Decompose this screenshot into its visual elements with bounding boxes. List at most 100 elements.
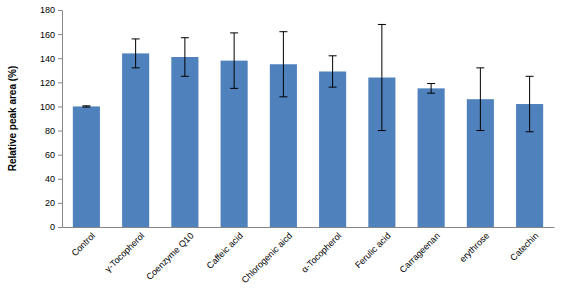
chart: 0 20 40 60 80 100 120 140 160 180 Controlγ-Tocophe… bbox=[0, 0, 568, 304]
x-tick-label: Caffeic acid bbox=[205, 231, 245, 271]
x-tick-label: γ-Tocopherol bbox=[103, 231, 147, 275]
x-tick: Control bbox=[70, 227, 98, 258]
error-cap bbox=[526, 76, 534, 77]
y-tick: 20 bbox=[45, 198, 62, 208]
error-bar bbox=[230, 33, 238, 88]
error-stem bbox=[529, 76, 530, 131]
x-tick-label: Coenzyme Q10 bbox=[144, 231, 195, 282]
error-cap bbox=[378, 24, 386, 25]
error-bar bbox=[476, 68, 484, 131]
y-tick-label: 20 bbox=[45, 198, 55, 208]
x-axis: Controlγ-TocopherolCoenzyme Q10Caffeic a… bbox=[63, 227, 555, 285]
y-tick-mark bbox=[58, 227, 62, 228]
error-stem bbox=[332, 56, 333, 87]
error-bar bbox=[427, 84, 435, 94]
error-cap bbox=[181, 37, 189, 38]
y-tick: 180 bbox=[40, 5, 62, 15]
bar bbox=[319, 71, 346, 227]
y-tick-mark bbox=[58, 10, 62, 11]
x-tick: Coenzyme Q10 bbox=[144, 227, 195, 282]
error-stem bbox=[431, 84, 432, 94]
error-bar bbox=[132, 39, 140, 68]
error-cap bbox=[476, 130, 484, 131]
bar bbox=[73, 106, 100, 227]
x-tick-label: Chlorogenic aicd bbox=[240, 231, 294, 285]
y-tick-mark bbox=[58, 131, 62, 132]
bar bbox=[122, 53, 149, 227]
error-cap bbox=[279, 96, 287, 97]
error-stem bbox=[135, 39, 136, 68]
error-cap bbox=[82, 105, 90, 106]
x-axis-line bbox=[63, 227, 555, 228]
y-tick-label: 0 bbox=[50, 222, 55, 232]
y-tick-label: 40 bbox=[45, 174, 55, 184]
y-tick: 80 bbox=[45, 126, 62, 136]
error-bar bbox=[279, 32, 287, 97]
x-tick-label: Control bbox=[70, 231, 98, 259]
error-bar bbox=[82, 106, 90, 107]
error-cap bbox=[230, 88, 238, 89]
error-bar bbox=[181, 38, 189, 77]
x-tick: erythrose bbox=[457, 227, 491, 264]
error-bar bbox=[329, 56, 337, 87]
y-tick-label: 80 bbox=[45, 126, 55, 136]
x-tick: α-Tocopherol bbox=[299, 227, 343, 275]
bar bbox=[171, 57, 198, 227]
error-cap bbox=[279, 31, 287, 32]
x-tick-label: Ferulic acid bbox=[353, 231, 393, 271]
x-tick: Ferulic acid bbox=[353, 227, 393, 270]
y-tick-mark bbox=[58, 34, 62, 35]
x-tick: Chlorogenic aicd bbox=[240, 227, 294, 285]
y-tick-mark bbox=[58, 203, 62, 204]
error-cap bbox=[378, 130, 386, 131]
error-stem bbox=[381, 24, 382, 130]
y-tick: 60 bbox=[45, 150, 62, 160]
y-axis-line bbox=[58, 11, 63, 228]
y-tick: 40 bbox=[45, 174, 62, 184]
y-tick: 140 bbox=[40, 54, 62, 64]
error-cap bbox=[132, 38, 140, 39]
x-tick: Catechin bbox=[508, 227, 540, 263]
y-tick-mark bbox=[58, 82, 62, 83]
error-bar bbox=[526, 76, 534, 131]
error-cap bbox=[329, 87, 337, 88]
y-tick-label: 120 bbox=[40, 78, 55, 88]
error-cap bbox=[427, 93, 435, 94]
error-cap bbox=[329, 55, 337, 56]
error-stem bbox=[480, 68, 481, 131]
bar bbox=[418, 88, 445, 227]
error-cap bbox=[230, 32, 238, 33]
y-tick: 160 bbox=[40, 29, 62, 39]
error-cap bbox=[181, 76, 189, 77]
y-tick-mark bbox=[58, 106, 62, 107]
y-tick-mark bbox=[58, 155, 62, 156]
y-axis-title: Relative peak area (%) bbox=[7, 66, 18, 172]
y-tick: 0 bbox=[50, 222, 62, 232]
y-tick: 120 bbox=[40, 78, 62, 88]
y-tick-label: 180 bbox=[40, 5, 55, 15]
x-tick-label: Carrageenan bbox=[398, 231, 442, 275]
x-tick: Caffeic acid bbox=[205, 227, 245, 271]
error-cap bbox=[82, 107, 90, 108]
error-stem bbox=[234, 33, 235, 88]
y-tick: 100 bbox=[40, 102, 62, 112]
y-axis: 0 20 40 60 80 100 120 140 160 180 bbox=[40, 5, 63, 232]
plot: 0 20 40 60 80 100 120 140 160 180 Controlγ-Tocophe… bbox=[40, 5, 555, 285]
bars bbox=[73, 24, 543, 227]
x-tick: γ-Tocopherol bbox=[103, 227, 147, 274]
x-tick-label: Catechin bbox=[508, 231, 540, 263]
error-cap bbox=[476, 67, 484, 68]
error-stem bbox=[283, 32, 284, 97]
y-tick-label: 60 bbox=[45, 150, 55, 160]
y-tick-mark bbox=[58, 58, 62, 59]
y-tick-mark bbox=[58, 179, 62, 180]
x-tick-label: α-Tocopherol bbox=[299, 231, 343, 275]
y-tick-label: 100 bbox=[40, 102, 55, 112]
error-cap bbox=[132, 67, 140, 68]
y-tick-label: 140 bbox=[40, 54, 55, 64]
error-stem bbox=[184, 38, 185, 77]
x-tick: Carrageenan bbox=[398, 227, 442, 275]
error-cap bbox=[427, 83, 435, 84]
error-cap bbox=[526, 131, 534, 132]
x-tick-label: erythrose bbox=[457, 231, 491, 265]
